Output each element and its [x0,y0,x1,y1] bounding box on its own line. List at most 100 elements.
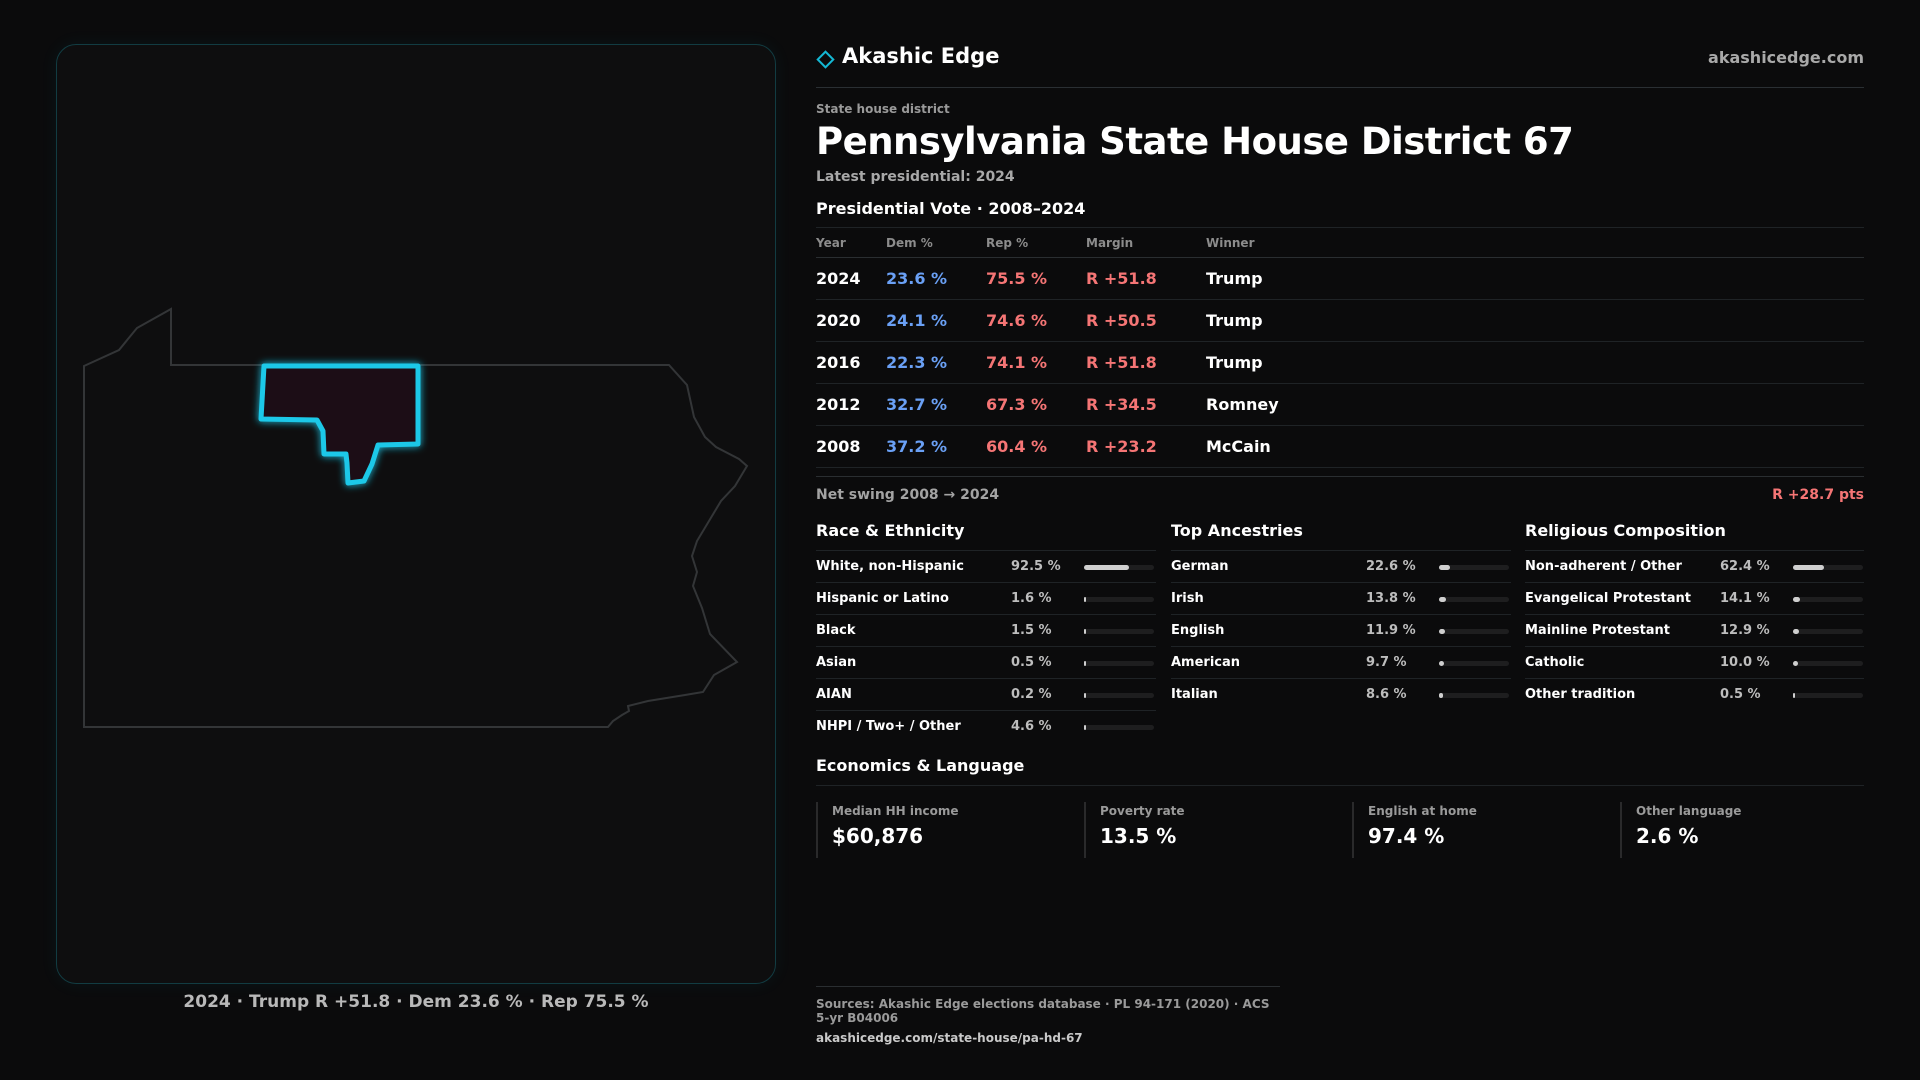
demo-label: American [1171,655,1241,670]
table-header-row: Year Dem % Rep % Margin Winner [816,227,1864,258]
demo-pct: 8.6 % [1366,687,1407,702]
table-row: 2024 23.6 % 75.5 % R +51.8 Trump [816,257,1864,300]
cell-margin: R +50.5 [1086,299,1206,342]
demo-bar-fill [1084,661,1086,666]
ancestry-block: Top Ancestries German 22.6 % Irish 13.8 % En… [1171,520,1511,710]
brand-url[interactable]: akashicedge.com [1708,48,1864,67]
net-swing-label: Net swing 2008 → 2024 [816,487,1000,503]
cell-rep: 74.1 % [986,341,1086,384]
demo-pct: 22.6 % [1366,559,1416,574]
demo-label: AIAN [816,687,852,702]
list-item: German 22.6 % [1171,550,1511,582]
col-year: Year [816,227,886,258]
demo-bar-track [1084,725,1154,730]
table-row: 2020 24.1 % 74.6 % R +50.5 Trump [816,299,1864,342]
brand-name: Akashic Edge [842,44,1000,68]
cell-year: 2012 [816,383,886,426]
demo-bar-track [1084,693,1154,698]
footer-url[interactable]: akashicedge.com/state-house/pa-hd-67 [816,1031,1083,1045]
race-title: Race & Ethnicity [816,521,965,540]
econ-label: English at home [1368,804,1477,818]
demo-pct: 92.5 % [1011,559,1061,574]
econ-label: Other language [1636,804,1742,818]
demo-pct: 13.8 % [1366,591,1416,606]
demo-bar-fill [1084,565,1130,570]
list-item: American 9.7 % [1171,646,1511,678]
demo-bar-track [1084,597,1154,602]
demo-label: Irish [1171,591,1204,606]
demo-pct: 14.1 % [1720,591,1770,606]
demo-bar-fill [1084,693,1086,698]
col-margin: Margin [1086,227,1206,258]
presidential-vote-table: Year Dem % Rep % Margin Winner 2024 23.6… [816,227,1864,468]
demo-bar-fill [1084,725,1087,730]
econ-card-poverty: Poverty rate 13.5 % [1084,802,1334,858]
demo-label: Asian [816,655,857,670]
demo-label: Hispanic or Latino [816,591,949,606]
list-item: Asian 0.5 % [816,646,1156,678]
economics-title: Economics & Language [816,756,1864,786]
demo-label: Italian [1171,687,1218,702]
demo-label: Non-adherent / Other [1525,559,1682,574]
demo-bar-fill [1793,661,1798,666]
demo-bar-track [1084,565,1154,570]
economics-cards: Median HH income $60,876 Poverty rate 13… [816,802,1864,882]
demo-label: English [1171,623,1225,638]
demo-pct: 0.5 % [1720,687,1761,702]
demo-bar-fill [1084,597,1086,602]
demo-bar-track [1439,661,1509,666]
demo-bar-fill [1439,693,1444,698]
col-winner: Winner [1206,227,1864,258]
demo-bar-fill [1793,629,1800,634]
demo-bar-track [1793,693,1863,698]
footer: Sources: Akashic Edge elections database… [816,986,1280,1045]
cell-year: 2024 [816,257,886,300]
cell-winner: McCain [1206,425,1864,468]
demo-label: White, non-Hispanic [816,559,964,574]
list-item: Black 1.5 % [816,614,1156,646]
demo-label: Catholic [1525,655,1585,670]
diamond-icon [816,50,835,69]
religion-block: Religious Composition Non-adherent / Oth… [1525,520,1864,710]
econ-value: 97.4 % [1368,824,1445,848]
demo-label: Evangelical Protestant [1525,591,1691,606]
demo-pct: 9.7 % [1366,655,1407,670]
cell-rep: 60.4 % [986,425,1086,468]
cell-margin: R +34.5 [1086,383,1206,426]
demo-bar-track [1084,661,1154,666]
cell-dem: 24.1 % [886,299,986,342]
list-item: Italian 8.6 % [1171,678,1511,710]
district-kicker: State house district [816,102,950,116]
demo-bar-fill [1439,565,1451,570]
religion-title: Religious Composition [1525,521,1726,540]
cell-winner: Trump [1206,341,1864,384]
list-item: AIAN 0.2 % [816,678,1156,710]
cell-rep: 67.3 % [986,383,1086,426]
cell-dem: 23.6 % [886,257,986,300]
state-outline [83,307,749,728]
cell-winner: Trump [1206,299,1864,342]
demo-pct: 62.4 % [1720,559,1770,574]
col-dem: Dem % [886,227,986,258]
cell-year: 2020 [816,299,886,342]
col-rep: Rep % [986,227,1086,258]
list-item: White, non-Hispanic 92.5 % [816,550,1156,582]
demo-pct: 4.6 % [1011,719,1052,734]
list-item: Non-adherent / Other 62.4 % [1525,550,1864,582]
demo-bar-fill [1084,629,1086,634]
demo-bar-fill [1793,693,1795,698]
cell-year: 2016 [816,341,886,384]
econ-label: Median HH income [832,804,959,818]
demo-bar-track [1793,565,1863,570]
demo-label: German [1171,559,1229,574]
list-item: Mainline Protestant 12.9 % [1525,614,1864,646]
demo-bar-fill [1793,565,1824,570]
demo-bar-track [1439,597,1509,602]
demo-bar-fill [1439,629,1445,634]
demo-pct: 0.2 % [1011,687,1052,702]
list-item: Evangelical Protestant 14.1 % [1525,582,1864,614]
net-swing-row: Net swing 2008 → 2024 R +28.7 pts [816,476,1864,520]
district-67-shape[interactable] [258,363,421,486]
demo-label: Other tradition [1525,687,1636,702]
map-caption: 2024 · Trump R +51.8 · Dem 23.6 % · Rep … [183,992,649,1012]
